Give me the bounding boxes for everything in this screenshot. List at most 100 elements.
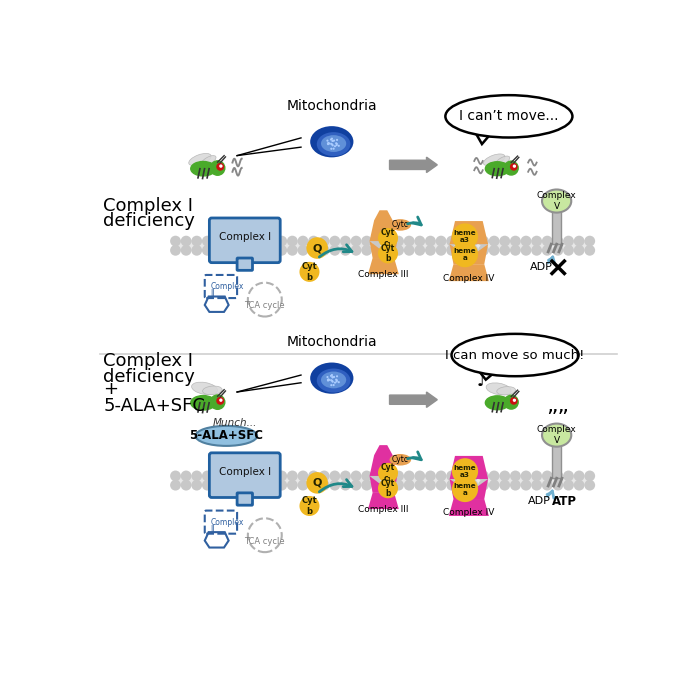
Circle shape: [318, 480, 330, 491]
Circle shape: [584, 480, 595, 491]
Ellipse shape: [497, 386, 516, 395]
Circle shape: [202, 470, 213, 482]
Text: Complex I: Complex I: [103, 352, 193, 370]
Circle shape: [191, 245, 202, 255]
Text: Cyt
b: Cyt b: [381, 479, 395, 498]
Circle shape: [489, 480, 500, 491]
FancyBboxPatch shape: [209, 453, 280, 498]
Polygon shape: [449, 264, 489, 281]
Bar: [552, 210, 561, 244]
Circle shape: [468, 236, 478, 246]
Circle shape: [327, 379, 329, 382]
Bar: [176, 475, 589, 486]
Circle shape: [330, 139, 332, 141]
Circle shape: [336, 379, 338, 382]
Polygon shape: [476, 133, 491, 144]
Circle shape: [584, 245, 595, 255]
Circle shape: [255, 245, 266, 255]
Circle shape: [244, 480, 256, 491]
Circle shape: [266, 236, 276, 246]
Circle shape: [452, 476, 478, 502]
Text: ATP: ATP: [552, 495, 577, 508]
Circle shape: [332, 140, 334, 142]
Ellipse shape: [202, 386, 222, 395]
Circle shape: [393, 236, 404, 246]
Circle shape: [351, 236, 361, 246]
Bar: [552, 444, 561, 478]
Circle shape: [504, 161, 518, 175]
Circle shape: [504, 395, 518, 409]
Circle shape: [489, 236, 500, 246]
Circle shape: [382, 245, 393, 255]
Circle shape: [331, 144, 333, 146]
Polygon shape: [449, 479, 488, 499]
Text: ADP: ADP: [530, 262, 553, 272]
Text: Cytc: Cytc: [392, 455, 409, 464]
Circle shape: [552, 245, 564, 255]
Circle shape: [542, 470, 553, 482]
Circle shape: [340, 245, 351, 255]
Ellipse shape: [485, 395, 510, 409]
Circle shape: [300, 262, 319, 282]
Circle shape: [414, 245, 425, 255]
Text: heme
a3: heme a3: [454, 230, 476, 243]
Polygon shape: [370, 445, 398, 476]
Text: heme
a: heme a: [454, 248, 476, 260]
Circle shape: [414, 470, 425, 482]
Text: deficiency: deficiency: [103, 368, 195, 386]
Circle shape: [574, 245, 584, 255]
Circle shape: [425, 470, 436, 482]
Circle shape: [425, 480, 436, 491]
Circle shape: [457, 480, 468, 491]
Circle shape: [298, 245, 308, 255]
Circle shape: [287, 470, 298, 482]
Circle shape: [452, 241, 478, 267]
Circle shape: [330, 384, 332, 386]
Circle shape: [435, 480, 447, 491]
Circle shape: [351, 470, 361, 482]
Circle shape: [478, 245, 489, 255]
Text: Cyt
b: Cyt b: [302, 496, 317, 516]
Circle shape: [378, 478, 398, 498]
Circle shape: [340, 480, 351, 491]
Circle shape: [287, 236, 298, 246]
Circle shape: [552, 480, 564, 491]
Circle shape: [372, 245, 383, 255]
Circle shape: [468, 480, 478, 491]
Circle shape: [447, 245, 457, 255]
Circle shape: [330, 470, 340, 482]
Circle shape: [170, 236, 181, 246]
Circle shape: [340, 470, 351, 482]
Text: Cyt
c₁: Cyt c₁: [381, 228, 395, 248]
Circle shape: [393, 480, 404, 491]
Circle shape: [510, 236, 521, 246]
Circle shape: [318, 236, 330, 246]
Circle shape: [552, 470, 564, 482]
Ellipse shape: [389, 454, 411, 466]
Circle shape: [334, 145, 336, 147]
Circle shape: [382, 470, 393, 482]
Circle shape: [330, 374, 332, 377]
Text: Complex
V: Complex V: [537, 191, 577, 211]
Circle shape: [404, 480, 414, 491]
Circle shape: [298, 236, 308, 246]
Circle shape: [327, 143, 329, 145]
Circle shape: [336, 375, 338, 377]
Circle shape: [552, 236, 564, 246]
Circle shape: [330, 245, 340, 255]
Circle shape: [223, 236, 234, 246]
Circle shape: [563, 480, 574, 491]
Text: II: II: [210, 289, 215, 298]
Text: deficiency: deficiency: [103, 212, 195, 230]
Text: TCA cycle: TCA cycle: [244, 301, 285, 310]
Polygon shape: [370, 210, 398, 241]
Circle shape: [478, 480, 489, 491]
Circle shape: [447, 480, 457, 491]
Circle shape: [326, 139, 328, 141]
Circle shape: [563, 245, 574, 255]
Circle shape: [330, 148, 332, 150]
Circle shape: [435, 470, 447, 482]
Circle shape: [330, 480, 340, 491]
Ellipse shape: [389, 219, 411, 231]
Circle shape: [326, 376, 328, 378]
